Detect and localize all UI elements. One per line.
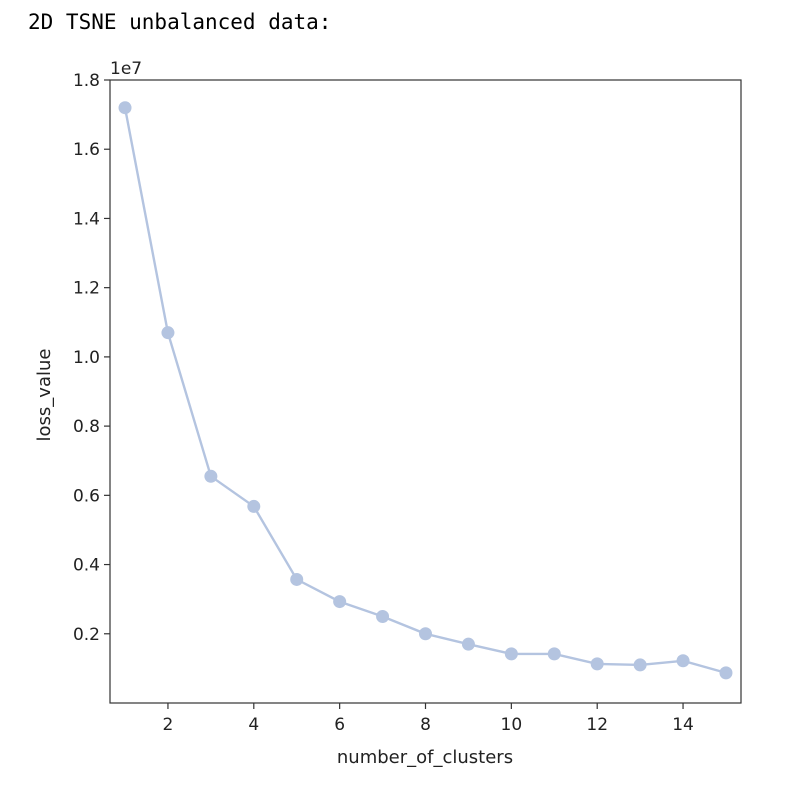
- y-tick-label: 0.2: [73, 625, 100, 645]
- y-tick-label: 0.4: [73, 556, 100, 576]
- data-point: [633, 658, 647, 672]
- y-tick-label: 1.8: [73, 71, 100, 91]
- y-axis-label: loss_value: [34, 349, 55, 442]
- data-point: [547, 647, 561, 661]
- y-tick-label: 0.8: [73, 417, 100, 437]
- data-point: [719, 666, 733, 680]
- data-point: [247, 499, 261, 513]
- y-tick-label: 1.4: [73, 209, 100, 229]
- data-point: [161, 326, 175, 340]
- y-tick-label: 1.2: [73, 279, 100, 299]
- y-offset-label: 1e7: [110, 59, 142, 79]
- y-tick-label: 1.6: [73, 140, 100, 160]
- x-tick-label: 14: [672, 715, 694, 735]
- data-point: [118, 101, 132, 115]
- data-point: [419, 627, 432, 641]
- data-point: [504, 647, 518, 661]
- x-tick-label: 10: [501, 715, 523, 735]
- data-point: [290, 572, 304, 586]
- x-tick-label: 6: [334, 715, 345, 735]
- data-point: [376, 609, 390, 623]
- data-point: [461, 637, 475, 651]
- y-tick-label: 1.0: [73, 348, 100, 368]
- data-point: [676, 654, 690, 668]
- y-tick-label: 0.6: [73, 486, 100, 506]
- data-point: [590, 657, 604, 671]
- plot-area-frame: [109, 79, 742, 704]
- x-tick-label: 12: [586, 715, 608, 735]
- x-tick-label: 8: [420, 715, 431, 735]
- data-point: [204, 469, 218, 483]
- x-tick-label: 4: [248, 715, 259, 735]
- output-title: 2D TSNE unbalanced data:: [28, 10, 332, 34]
- x-tick-label: 2: [163, 715, 174, 735]
- data-point: [333, 595, 347, 609]
- series-line: [123, 107, 727, 675]
- x-axis-label: number_of_clusters: [337, 747, 513, 768]
